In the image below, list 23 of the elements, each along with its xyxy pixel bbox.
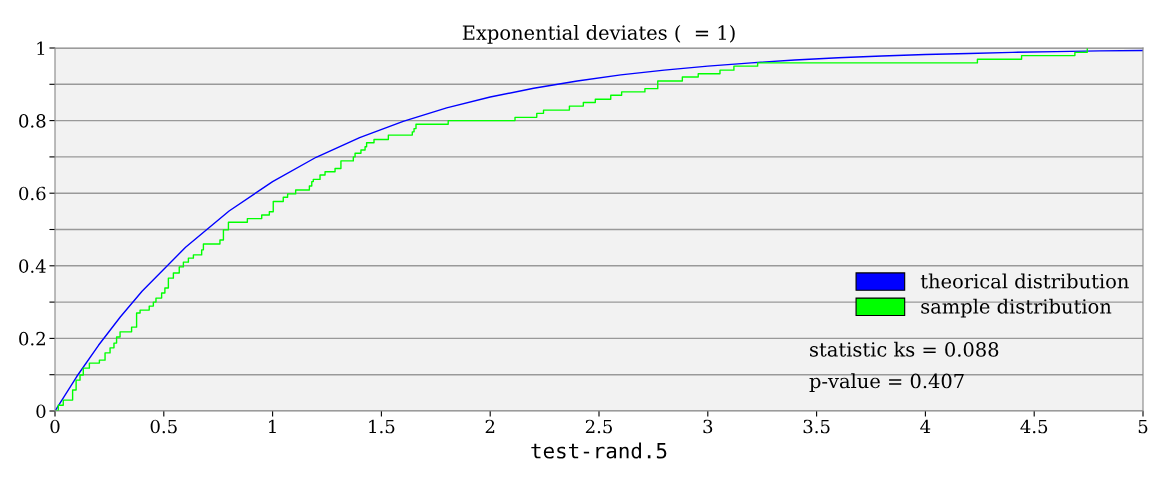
x-tick-label: 4.5 [1020,419,1048,434]
legend-label: sample distribution [921,298,1112,318]
y-tick-label: 0 [36,404,46,419]
chart-title: Exponential deviates ( = 1) [462,24,735,44]
x-tick-label: 2 [485,419,495,434]
annotation: p-value = 0.407 [809,373,964,393]
legend-label: theorical distribution [920,273,1129,289]
x-tick-label: 3.5 [803,419,830,434]
x-tick-label: 3 [703,419,713,434]
y-tick-label: 0.6 [19,186,46,201]
y-tick-label: 0.4 [19,259,46,273]
x-tick-label: 2.5 [585,419,612,434]
y-tick-label: 0.8 [19,114,46,128]
x-tick-label: 4 [920,419,931,434]
y-tick-label: 1 [37,41,45,55]
x-tick-label: 1.5 [369,419,395,434]
x-tick-label: 0.5 [150,419,177,434]
x-tick-label: 0 [50,419,60,434]
annotation: statistic ks = 0.088 [810,341,999,357]
x-tick-label: 5 [1138,419,1148,434]
x-tick-label: 1 [269,419,276,434]
y-tick-label: 0.2 [19,331,45,346]
x-axis-title: test-rand.5 [531,442,667,459]
